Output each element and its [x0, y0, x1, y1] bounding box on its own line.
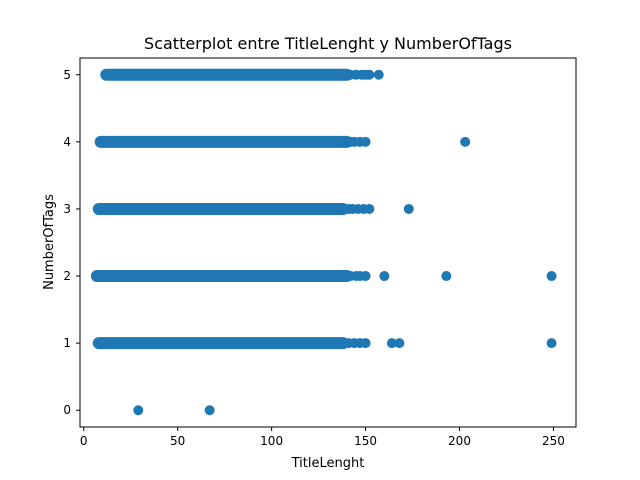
x-axis-label: TitleLenght: [291, 456, 365, 471]
data-point: [403, 203, 414, 214]
x-tick-label: 150: [354, 434, 377, 448]
data-point: [133, 405, 144, 416]
data-point: [386, 338, 397, 349]
x-tick-label: 100: [260, 434, 283, 448]
x-tick-label: 0: [80, 434, 88, 448]
data-point: [364, 203, 375, 214]
data-point: [546, 271, 557, 282]
x-tick-label: 50: [170, 434, 185, 448]
data-point: [394, 338, 405, 349]
data-point: [204, 405, 215, 416]
y-axis: 0 1 2 3 4 5: [63, 68, 80, 417]
data-point: [373, 69, 384, 80]
plot-frame: [79, 57, 577, 428]
y-tick-label: 2: [63, 269, 71, 283]
chart-title: Scatterplot entre TitleLenght y NumberOf…: [144, 34, 512, 53]
data-point: [360, 338, 371, 349]
data-point: [360, 271, 371, 282]
data-point: [546, 338, 557, 349]
x-tick-label: 200: [448, 434, 471, 448]
y-axis-label: NumberOfTags: [42, 194, 57, 290]
y-tick-label: 4: [63, 135, 71, 149]
data-point: [364, 69, 375, 80]
scatter-points: [90, 68, 557, 416]
x-tick-label: 250: [542, 434, 565, 448]
y-tick-label: 3: [63, 202, 71, 216]
y-tick-label: 5: [63, 68, 71, 82]
data-point: [360, 136, 371, 147]
data-point: [441, 271, 452, 282]
y-tick-label: 1: [63, 336, 71, 350]
data-point: [379, 271, 390, 282]
y-tick-label: 0: [63, 403, 71, 417]
data-point: [460, 136, 471, 147]
x-axis: 0 50 100 150 200 250: [80, 427, 565, 448]
